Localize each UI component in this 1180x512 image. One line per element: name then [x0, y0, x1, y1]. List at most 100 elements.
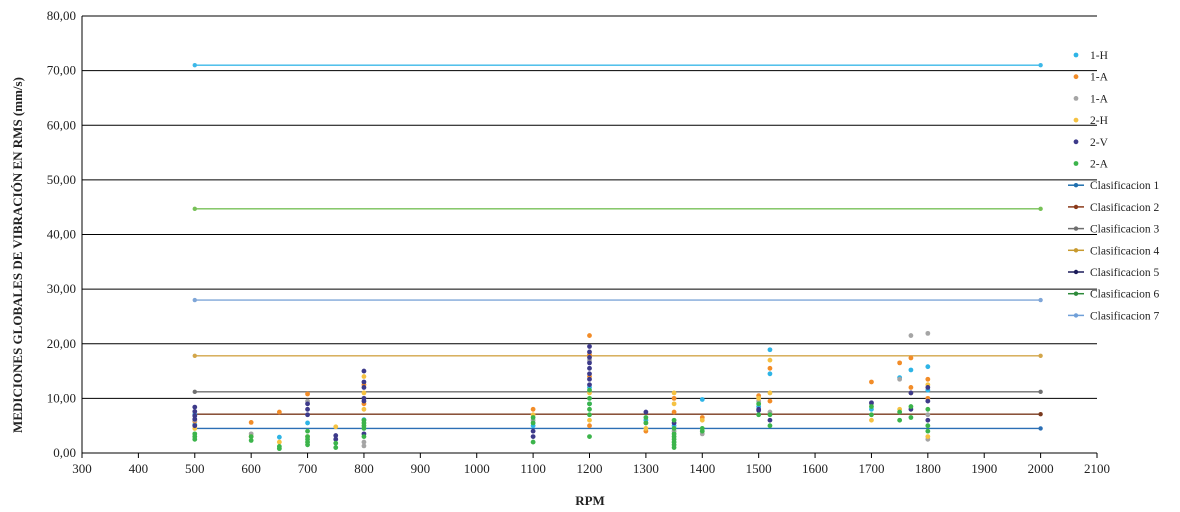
legend-label: 2-H [1090, 115, 1108, 127]
scatter-point-2-v [908, 390, 914, 396]
scatter-point-2-h [756, 395, 762, 401]
x-tick-label: 400 [129, 461, 149, 476]
scatter-point-2-a [897, 409, 903, 415]
legend-label: Clasificacion 7 [1090, 310, 1160, 322]
legend-line-marker [1073, 183, 1079, 188]
scatter-point-2-h [587, 417, 592, 423]
scatter-point-2-h [361, 406, 367, 412]
y-tick-label: 70,00 [47, 63, 76, 78]
scatter-point-2-v [587, 360, 592, 366]
scatter-point-1-h [908, 367, 914, 373]
scatter-point-2-h [869, 417, 874, 423]
scatter-point-1-a [908, 355, 914, 361]
scatter-point-2-a [587, 434, 592, 440]
scatter-point-2-a [925, 406, 931, 412]
scatter-point-2-a [671, 417, 677, 423]
scatter-point-2-v [643, 409, 649, 415]
scatter-point-2-a [587, 395, 592, 401]
x-tick-label: 2100 [1084, 461, 1110, 476]
scatter-point-1-a [908, 385, 914, 390]
x-tick-label: 600 [241, 461, 261, 476]
scatter-point-1-a [908, 333, 914, 338]
classification-line-end-marker [1038, 206, 1043, 212]
scatter-point-2-a [767, 423, 773, 429]
scatter-point-2-v [587, 365, 592, 371]
legend-label: 1-A [1090, 93, 1109, 105]
legend-marker [1073, 74, 1079, 80]
scatter-point-2-a [587, 387, 592, 393]
scatter-points [192, 330, 931, 452]
legend-marker [1073, 52, 1079, 58]
legend-label: Clasificacion 1 [1090, 180, 1160, 192]
classification-line-end-marker [1038, 353, 1043, 358]
x-tick-label: 900 [411, 461, 431, 476]
scatter-point-1-a [925, 330, 931, 336]
legend-line-marker [1073, 313, 1079, 318]
scatter-point-2-v [869, 400, 874, 406]
y-tick-label: 10,00 [47, 390, 76, 405]
classification-line-end-marker [1038, 389, 1043, 395]
scatter-point-2-a [643, 415, 649, 420]
scatter-point-1-a [671, 395, 677, 401]
y-axis-title: MEDICIONES GLOBALES DE VIBRACIÓN EN RMS … [10, 77, 25, 433]
legend-marker [1073, 117, 1079, 123]
scatter-point-2-a [756, 412, 762, 418]
scatter-point-1-h [925, 364, 931, 370]
legend-line-marker [1073, 269, 1079, 275]
scatter-point-2-a [897, 417, 903, 423]
scatter-point-2-a [276, 446, 282, 452]
classification-line-end-marker [192, 206, 197, 212]
y-tick-label: 20,00 [47, 336, 76, 351]
scatter-point-2-v [925, 398, 931, 404]
x-tick-label: 1100 [520, 461, 546, 476]
scatter-point-1-a [587, 333, 592, 338]
scatter-point-2-v [530, 434, 536, 440]
scatter-point-2-h [643, 426, 649, 431]
scatter-point-2-a [643, 420, 649, 426]
scatter-point-1-a [671, 409, 677, 415]
scatter-point-2-v [587, 371, 592, 377]
scatter-point-2-h [671, 390, 677, 396]
x-tick-label: 1900 [971, 461, 997, 476]
scatter-point-2-h [361, 390, 367, 396]
legend-marker [1073, 96, 1079, 101]
scatter-point-2-v [756, 407, 762, 413]
scatter-point-2-v [361, 398, 367, 404]
scatter-point-2-v [767, 417, 773, 423]
scatter-point-2-v [587, 344, 592, 349]
scatter-point-2-v [587, 382, 592, 388]
scatter-point-2-h [699, 417, 705, 423]
x-tick-label: 1700 [858, 461, 884, 476]
scatter-point-1-h [305, 420, 310, 426]
x-tick-label: 1300 [633, 461, 659, 476]
legend-label: Clasificacion 6 [1090, 289, 1160, 301]
scatter-point-2-a [756, 401, 762, 407]
legend-label: Clasificacion 2 [1090, 202, 1160, 214]
scatter-point-2-v [587, 376, 592, 382]
y-tick-label: 0,00 [53, 445, 76, 460]
scatter-point-2-v [925, 385, 931, 390]
scatter-point-2-h [333, 424, 339, 430]
y-tick-label: 80,00 [47, 8, 76, 23]
classification-line-end-marker [192, 353, 197, 358]
scatter-point-1-a [897, 360, 903, 366]
scatter-point-1-a [767, 398, 773, 404]
scatter-point-2-v [587, 349, 592, 355]
scatter-point-2-h [671, 401, 677, 407]
legend: 1-H 1-A 1-A 2-H 2-V 2-A Clasificacion 1 Clasifi… [1068, 50, 1160, 322]
scatter-point-1-a [276, 409, 282, 415]
x-tick-label: 1800 [915, 461, 941, 476]
x-axis-title: RPM [575, 493, 605, 508]
classification-lines [192, 62, 1043, 431]
scatter-point-2-a [333, 445, 339, 450]
scatter-point-2-v [925, 417, 931, 423]
tick-labels: 0,00 10,00 20,00 30,00 40,00 50,00 60,00 70,00 8… [47, 8, 1110, 476]
scatter-point-2-a [530, 415, 536, 420]
scatter-point-2-a [671, 445, 677, 450]
scatter-point-2-a [869, 412, 874, 418]
scatter-point-2-v [333, 436, 339, 442]
legend-label: Clasificacion 3 [1090, 224, 1160, 236]
scatter-point-2-a [925, 428, 931, 434]
scatter-point-2-h [767, 357, 773, 363]
scatter-point-2-h [361, 374, 367, 379]
